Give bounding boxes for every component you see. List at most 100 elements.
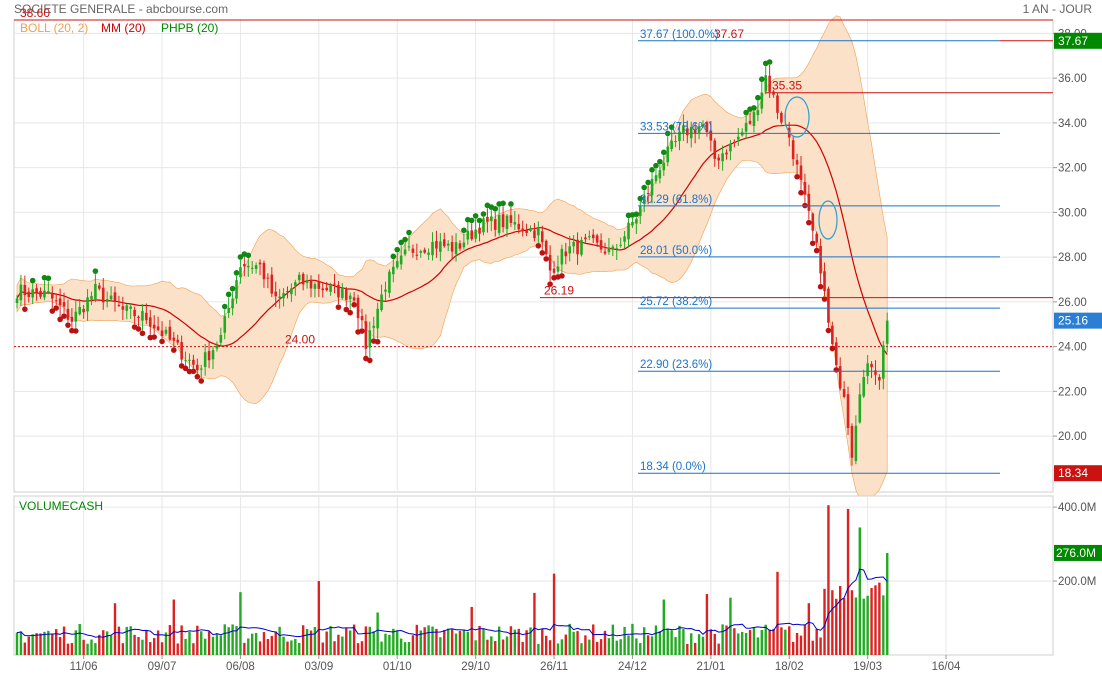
candle-body [74,311,78,322]
volume-bar [156,630,160,655]
volume-bar [674,637,677,655]
volume-bar [686,643,689,655]
candle-body [43,290,46,298]
volume-bar [717,643,720,655]
phpb-low-marker [198,378,205,384]
candle-body [219,334,223,343]
volume-bar [384,633,387,655]
volume-bar [588,639,591,655]
volume-bar [470,606,473,655]
volume-bar [309,630,313,655]
candle-body [827,288,830,323]
volume-bar [290,640,293,655]
volume-bar [576,631,579,655]
volume-bar [333,641,336,655]
candle-body [709,130,713,141]
candle-body [427,252,430,255]
phpb-low-marker [151,334,157,340]
volume-bar [117,626,121,655]
candle-body [125,305,129,311]
volume-bar [819,637,822,655]
candle-body [313,284,317,289]
candle-body [58,298,62,306]
phpb-high-marker [755,94,761,101]
volume-bars [15,505,889,655]
candle-body [192,359,195,365]
candle-body [270,274,274,294]
candle-body [348,295,352,300]
candle-body [654,175,658,182]
candle-body [819,245,822,274]
candle-body [544,240,548,255]
phpb-low-marker [794,173,800,180]
candle-body [290,288,293,295]
volume-bar [733,628,736,655]
volume-bar [317,581,321,655]
phpb-high-marker [461,227,467,234]
candle-body [842,389,846,397]
volume-bar [744,633,748,655]
phpb-high-marker [751,105,757,111]
candle-body [772,91,775,95]
volume-bar [223,624,226,655]
candle-body [294,282,297,286]
candle-body [309,280,313,289]
candle-body [850,426,854,458]
volume-bar [282,636,285,655]
candle-body [725,152,728,155]
phpb-markers [22,59,840,384]
candle-body [497,215,501,233]
phpb-high-marker [657,158,663,165]
volume-bar [701,636,705,655]
candle-body [458,243,462,249]
volume-bar [474,640,477,655]
volume-bar [458,630,462,655]
candle-body [321,288,325,291]
candle-body [576,239,579,255]
candlesticks [15,64,889,466]
volume-bar [31,634,34,655]
candle-body [752,112,756,127]
candle-body [470,230,474,240]
ma-line [16,124,888,355]
volume-bar [364,626,368,655]
candle-body [686,128,689,136]
volume-bar [646,635,650,655]
y-tick-label: 20.00 [1058,431,1087,443]
volume-bar [82,639,85,655]
candle-body [180,342,183,360]
legend-phpb: PHPB (20) [161,21,218,35]
price-axis: 20.00 22.00 24.00 26.00 28.00 30.00 32.00 34.00… [1053,28,1087,443]
candle-body [47,291,50,293]
candle-body [878,376,881,381]
period-label[interactable]: 1 AN - JOUR [1023,2,1093,16]
volume-bar [305,629,309,655]
fib-label: 18.34 (0.0%) [640,461,706,473]
volume-bar [207,631,211,655]
legend-boll: BOLL (20, 2) [20,21,88,35]
volume-bar [258,641,262,655]
candle-body [148,317,152,327]
candle-body [521,228,524,232]
phpb-low-marker [343,306,350,313]
candle-body [446,243,450,246]
phpb-high-marker [759,76,765,82]
candle-body [748,120,752,124]
candle-body [784,124,787,126]
candle-body [297,274,301,281]
candle-body [764,75,768,92]
candle-body [188,359,191,361]
volume-bar [725,625,728,655]
volume-bar [411,635,415,655]
phpb-high-marker [633,211,640,218]
candle-body [807,193,811,212]
phpb-high-marker [221,303,228,310]
volume-ma-line [16,568,888,638]
volume-bar [878,582,881,655]
volume-bar [51,633,54,655]
volume-bar [850,590,854,655]
volume-bar [541,629,544,655]
phpb-low-marker [798,189,804,196]
volume-bar [529,627,532,655]
legend-ma: MM (20) [101,21,146,35]
